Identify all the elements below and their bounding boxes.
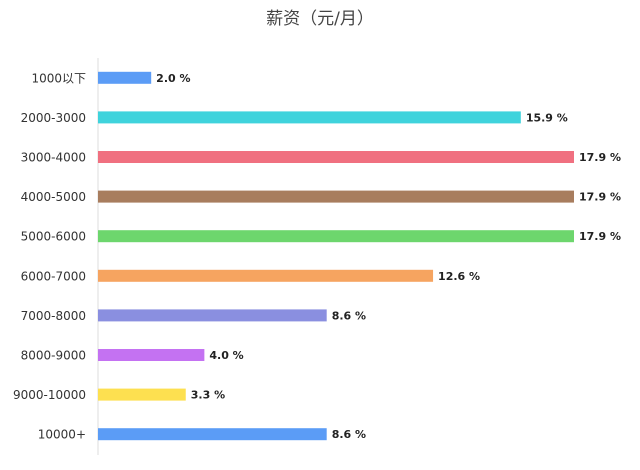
category-label: 4000-5000: [21, 190, 86, 204]
category-label: 7000-8000: [21, 309, 86, 323]
bar: [98, 111, 521, 124]
value-label: 2.0 %: [156, 72, 190, 85]
bar: [98, 428, 327, 441]
bar: [98, 309, 327, 322]
value-label: 8.6 %: [332, 309, 366, 322]
value-label: 17.9 %: [579, 151, 621, 164]
category-label: 10000+: [38, 428, 86, 442]
bar: [98, 269, 434, 282]
bar: [98, 151, 574, 163]
value-label: 15.9 %: [526, 111, 568, 124]
category-label: 3000-4000: [21, 151, 86, 165]
value-label: 17.9 %: [579, 191, 621, 204]
bar: [98, 388, 186, 401]
chart-title: 薪资（元/月）: [266, 9, 374, 29]
category-label: 5000-6000: [21, 230, 86, 244]
category-label: 1000以下: [31, 71, 86, 85]
bar: [98, 71, 152, 84]
bar: [98, 230, 574, 243]
bar: [98, 349, 205, 361]
value-label: 12.6 %: [438, 270, 480, 283]
category-label: 2000-3000: [21, 111, 86, 125]
bar: [98, 190, 574, 203]
category-label: 9000-10000: [13, 388, 86, 402]
category-label: 6000-7000: [21, 269, 86, 283]
category-label: 8000-9000: [21, 349, 86, 363]
value-label: 3.3 %: [191, 389, 225, 402]
value-label: 17.9 %: [579, 230, 621, 243]
value-label: 8.6 %: [332, 428, 366, 441]
value-label: 4.0 %: [209, 349, 243, 362]
